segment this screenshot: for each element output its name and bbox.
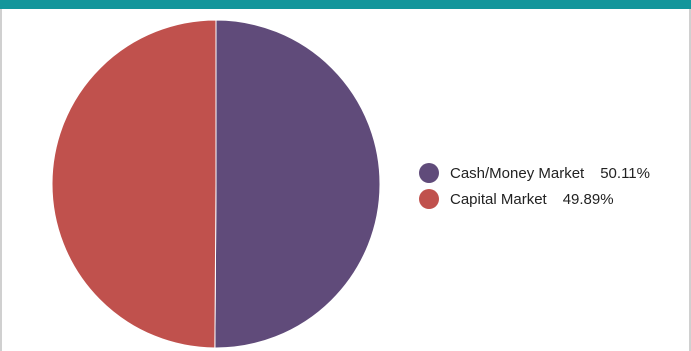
legend-value: 50.11%	[600, 164, 650, 182]
frame-border-left	[0, 9, 2, 351]
chart-legend: Cash/Money Market 50.11% Capital Market …	[419, 160, 650, 212]
legend-label: Capital Market	[450, 190, 547, 208]
pie-slice-capital-market[interactable]	[51, 19, 217, 349]
legend-swatch	[419, 189, 439, 209]
legend-value: 49.89%	[562, 190, 614, 208]
legend-item-cash-money-market[interactable]: Cash/Money Market 50.11%	[419, 160, 650, 186]
header-bar	[0, 0, 691, 9]
legend-swatch	[419, 163, 439, 183]
legend-item-capital-market[interactable]: Capital Market 49.89%	[419, 186, 650, 212]
pie-slice-cash-money-market[interactable]	[214, 19, 381, 349]
frame-border-right	[689, 9, 691, 351]
legend-label: Cash/Money Market	[450, 164, 585, 182]
